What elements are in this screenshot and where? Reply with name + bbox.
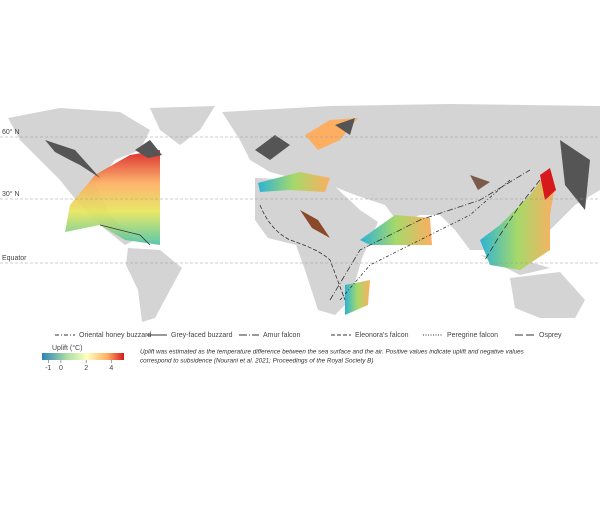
uplift-patches bbox=[65, 118, 556, 315]
route-label: Amur falcon bbox=[263, 332, 300, 339]
caption: Uplift was estimated as the temperature … bbox=[140, 349, 525, 365]
flyways bbox=[99, 169, 541, 301]
route-label: Grey-faced buzzard bbox=[171, 332, 233, 339]
route-label: Peregrine falcon bbox=[447, 332, 498, 339]
colorbar-tick-label: -1 bbox=[45, 365, 51, 372]
latitude-label: 30° N bbox=[2, 190, 20, 198]
route-label: Oriental honey buzzard bbox=[79, 332, 151, 339]
colorbar-title: Uplift (°C) bbox=[52, 344, 82, 352]
route-label: Eleonora's falcon bbox=[355, 332, 409, 339]
latitude-lines: 60° N 30° N Equator bbox=[0, 128, 600, 264]
colorbar-ramp bbox=[42, 353, 124, 360]
birds bbox=[45, 118, 590, 238]
route-label: Osprey bbox=[539, 332, 562, 339]
colorbar: Uplift (°C) -1 0 2 4 bbox=[42, 344, 124, 372]
colorbar-tick-label: 2 bbox=[84, 365, 88, 372]
latitude-label: 60° N bbox=[2, 128, 20, 136]
caption-line: correspond to subsidence (Nourani et al.… bbox=[140, 358, 373, 365]
caption-line: Uplift was estimated as the temperature … bbox=[140, 349, 525, 356]
route-legend: Oriental honey buzzard Grey-faced buzzard… bbox=[55, 332, 562, 339]
latitude-label: Equator bbox=[2, 255, 27, 262]
colorbar-tick-label: 4 bbox=[109, 365, 113, 372]
colorbar-tick-label: 0 bbox=[59, 365, 63, 372]
